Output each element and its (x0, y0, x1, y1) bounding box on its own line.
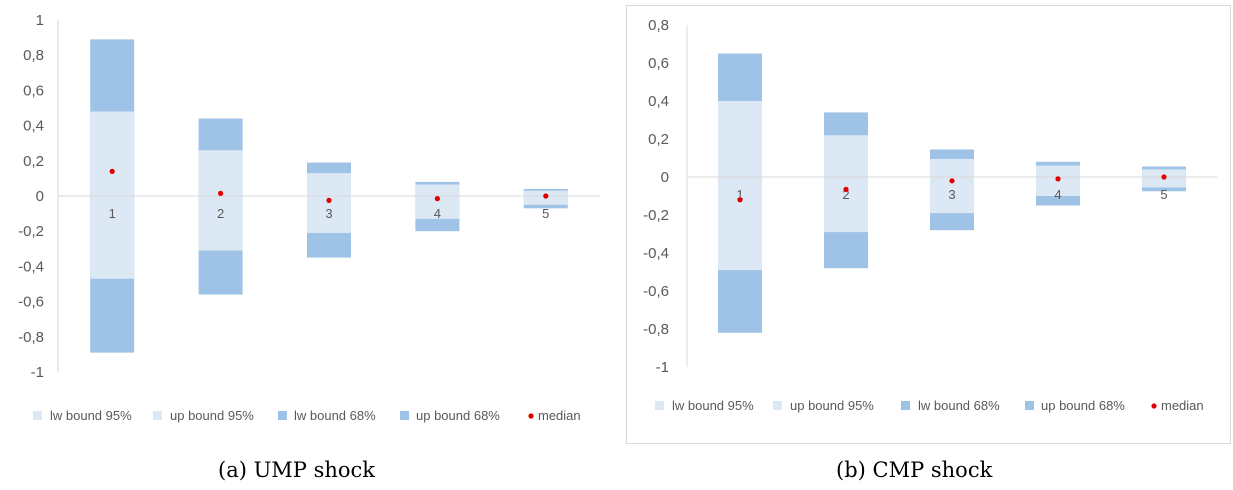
median-point (949, 178, 955, 184)
median-point (434, 196, 440, 202)
legend-marker (1025, 401, 1034, 410)
caption-cmp: (b) CMP shock (836, 458, 993, 482)
legend-label: up bound 68% (1041, 398, 1125, 413)
legend-marker-median (1151, 403, 1157, 409)
category-label: 4 (1054, 187, 1061, 202)
category-label: 3 (948, 187, 955, 202)
y-tick-label: 0 (36, 188, 44, 205)
chart-cmp: 0,8 0,6 0,4 0,2 0 -0,2 -0,4 -0,6 -0,8 -1 1 2 3 4 5 lw b… (643, 17, 1217, 413)
legend-marker (773, 401, 782, 410)
y-tick-label: -1 (31, 364, 44, 381)
y-tick-label: 0,6 (648, 55, 669, 72)
legend-marker (278, 411, 287, 420)
category-label: 5 (1160, 187, 1167, 202)
legend-marker (655, 401, 664, 410)
bar-band-68 (718, 101, 762, 271)
bar-band-68 (824, 135, 868, 233)
y-tick-label: -0,4 (643, 245, 669, 262)
bar-band-68 (415, 184, 460, 219)
y-tick-label: -0,8 (643, 321, 669, 338)
y-tick-label: -0,6 (643, 283, 669, 300)
y-tick-label: 0,8 (23, 47, 44, 64)
y-tick-label: 0,2 (648, 131, 669, 148)
y-tick-label: 0,2 (23, 153, 44, 170)
legend-label: up bound 95% (790, 398, 874, 413)
y-tick-label: -0,4 (18, 258, 44, 275)
category-label: 1 (109, 206, 116, 221)
chart-ump: 1 0,8 0,6 0,4 0,2 0 -0,2 -0,4 -0,6 -0,8 -1 1 2 3 4 5 lw … (18, 12, 600, 423)
chart-panel-ump: 1 0,8 0,6 0,4 0,2 0 -0,2 -0,4 -0,6 -0,8 -1 1 2 3 4 5 lw … (0, 0, 612, 445)
median-point (326, 197, 332, 203)
y-tick-label: 0,8 (648, 17, 669, 34)
y-tick-label: -0,8 (18, 329, 44, 346)
median-point (109, 168, 115, 174)
legend-label: median (538, 408, 581, 423)
bar-band-68 (90, 111, 135, 279)
legend-marker (400, 411, 409, 420)
y-tick-label: 0,6 (23, 82, 44, 99)
legend-label: lw bound 95% (50, 408, 132, 423)
y-tick-label: 0 (661, 169, 669, 186)
legend-marker-median (528, 413, 534, 419)
category-label: 2 (842, 187, 849, 202)
legend-label: lw bound 95% (672, 398, 754, 413)
y-tick-label: 0,4 (648, 93, 669, 110)
y-tick-label: -0,6 (18, 294, 44, 311)
legend-marker (33, 411, 42, 420)
legend-marker (153, 411, 162, 420)
median-point (543, 193, 549, 199)
y-tick-label: 1 (36, 12, 44, 29)
category-label: 1 (736, 187, 743, 202)
median-point (843, 186, 849, 192)
legend-label: median (1161, 398, 1204, 413)
bar-band-68 (930, 158, 974, 214)
median-point (1161, 174, 1167, 180)
category-label: 2 (217, 206, 224, 221)
y-tick-label: 0,4 (23, 118, 44, 135)
category-label: 4 (434, 206, 441, 221)
median-point (737, 197, 743, 203)
legend-label: up bound 95% (170, 408, 254, 423)
caption-ump: (a) UMP shock (218, 458, 376, 482)
bar-band-68 (198, 150, 243, 251)
y-tick-label: -1 (656, 359, 669, 376)
y-tick-label: -0,2 (643, 207, 669, 224)
bar-band-68 (307, 173, 351, 233)
category-label: 5 (542, 206, 549, 221)
legend-label: lw bound 68% (918, 398, 1000, 413)
legend-label: up bound 68% (416, 408, 500, 423)
y-tick-label: -0,2 (18, 223, 44, 240)
median-point (218, 190, 224, 196)
legend-label: lw bound 68% (294, 408, 376, 423)
legend-marker (901, 401, 910, 410)
chart-panel-cmp: 0,8 0,6 0,4 0,2 0 -0,2 -0,4 -0,6 -0,8 -1 1 2 3 4 5 lw b… (626, 5, 1231, 444)
median-point (1055, 176, 1061, 182)
category-label: 3 (325, 206, 332, 221)
